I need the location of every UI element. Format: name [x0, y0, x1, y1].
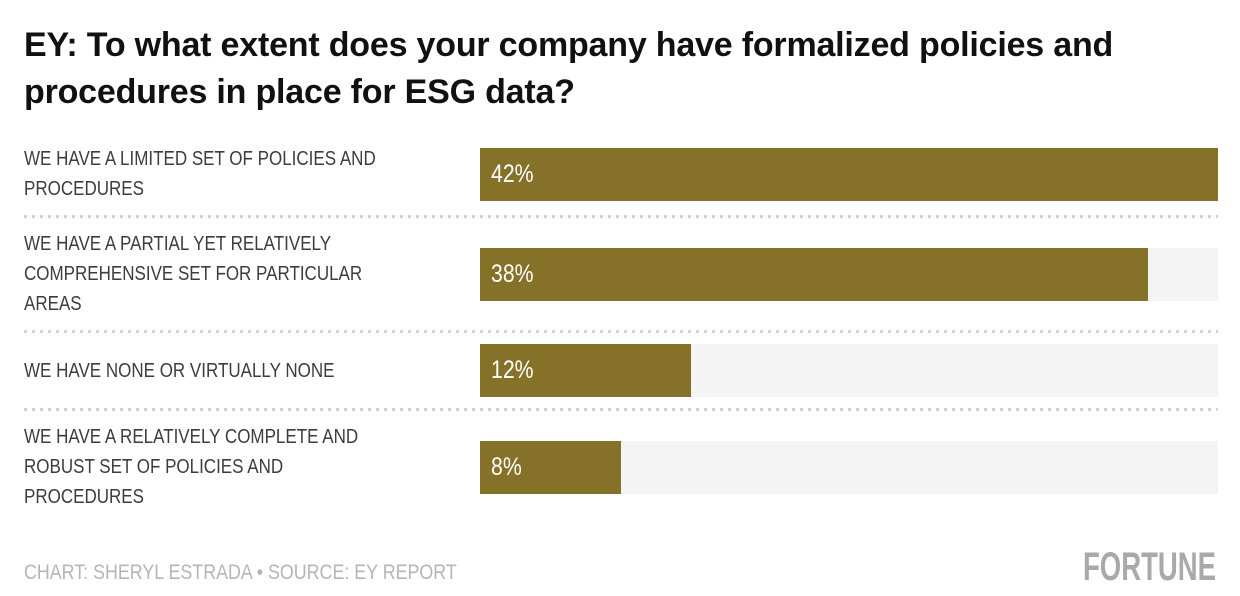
bar-fill: 8% — [480, 440, 621, 494]
row-separator — [24, 408, 1218, 411]
category-label-line: PROCEDURES — [24, 486, 144, 508]
fortune-logo: FORTUNE — [1083, 545, 1218, 589]
bar-value-label: 38% — [491, 259, 534, 288]
bar-value-label: 42% — [491, 159, 534, 188]
category-label: WE HAVE A LIMITED SET OF POLICIES AND PR… — [24, 144, 480, 204]
bar-chart: WE HAVE A LIMITED SET OF POLICIES AND PR… — [24, 133, 1218, 523]
bar-row: WE HAVE A RELATIVELY COMPLETE AND ROBUST… — [24, 411, 1218, 523]
category-label-line: WE HAVE A RELATIVELY COMPLETE AND — [24, 426, 359, 448]
bar-value-label: 8% — [491, 452, 522, 481]
chart-credit: CHART: SHERYL ESTRADA • SOURCE: EY REPOR… — [24, 561, 457, 584]
bar-fill: 42% — [480, 147, 1218, 201]
fortune-logo-svg: FORTUNE — [1083, 545, 1216, 589]
bar-row: WE HAVE NONE OR VIRTUALLY NONE 12% — [24, 333, 1218, 408]
chart-title: EY: To what extent does your company hav… — [24, 26, 1114, 111]
bar-row: WE HAVE A LIMITED SET OF POLICIES AND PR… — [24, 133, 1218, 215]
category-label-line: PROCEDURES — [24, 178, 144, 200]
category-label: WE HAVE A PARTIAL YET RELATIVELY COMPREH… — [24, 229, 480, 319]
chart-footer: CHART: SHERYL ESTRADA • SOURCE: EY REPOR… — [24, 545, 1218, 589]
category-label: WE HAVE A RELATIVELY COMPLETE AND ROBUST… — [24, 422, 480, 512]
fortune-logo-text: FORTUNE — [1083, 551, 1216, 585]
row-separator — [24, 330, 1218, 333]
bar-track: 12% — [480, 344, 1218, 397]
category-label-line: WE HAVE A LIMITED SET OF POLICIES AND — [24, 148, 376, 170]
bar-fill: 12% — [480, 344, 691, 397]
bar-track: 38% — [480, 247, 1218, 301]
category-label-line: COMPREHENSIVE SET FOR PARTICULAR — [24, 263, 363, 285]
bar-track: 42% — [480, 147, 1218, 201]
category-label: WE HAVE NONE OR VIRTUALLY NONE — [24, 356, 480, 386]
row-separator — [24, 215, 1218, 218]
bar-track: 8% — [480, 440, 1218, 494]
bar-fill: 38% — [480, 247, 1148, 301]
bar-row: WE HAVE A PARTIAL YET RELATIVELY COMPREH… — [24, 218, 1218, 330]
category-label-line: WE HAVE NONE OR VIRTUALLY NONE — [24, 359, 335, 382]
bar-value-label: 12% — [491, 356, 534, 384]
category-label-line: AREAS — [24, 293, 82, 315]
category-label-line: ROBUST SET OF POLICIES AND — [24, 456, 284, 478]
category-label-line: WE HAVE A PARTIAL YET RELATIVELY — [24, 233, 332, 255]
